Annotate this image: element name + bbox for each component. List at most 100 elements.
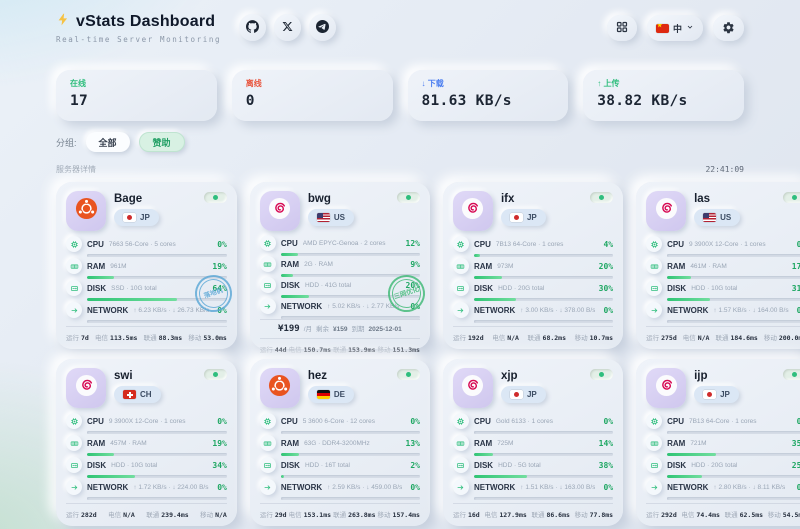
cpu-icon [646, 236, 663, 252]
metric-progress-bar [667, 453, 800, 456]
network-icon [452, 479, 469, 495]
metric-progress-bar [87, 497, 227, 500]
latency-item: 移动 151.3ms [377, 346, 420, 354]
latency-item: 联通 68.2ms [527, 334, 567, 342]
metric-percent: 0% [217, 305, 227, 315]
network-icon [66, 479, 82, 495]
metric-list: CPU 7663 56-Core · 5 cores 0% RAM 961M 1… [66, 235, 227, 324]
server-country-badge: US [694, 209, 741, 226]
server-card[interactable]: las US CPU 9 3900X 12-Core · 1 cores 0% … [636, 182, 800, 349]
layout-grid-button[interactable] [606, 15, 637, 41]
metric-progress-bar [667, 254, 800, 257]
online-dot-icon [599, 195, 605, 200]
ram-icon [66, 435, 82, 451]
group-filter-all[interactable]: 全部 [85, 132, 130, 152]
latency-item: 联通 88.3ms [143, 334, 183, 342]
metric-percent: 25% [791, 460, 800, 470]
metric-detail: ↑ 3.00 KB/s · ↓ 378.00 B/s [520, 306, 596, 314]
metric-label: RAM [87, 438, 106, 448]
github-button[interactable] [239, 14, 267, 41]
metric-list: CPU AMD EPYC-Genoa · 2 cores 12% RAM 2G … [259, 235, 420, 319]
online-dot-icon [599, 372, 605, 377]
latency-item: 电信 N/A [682, 334, 710, 342]
telegram-icon [316, 19, 330, 36]
latency-item: 联通 184.6ms [715, 334, 758, 342]
group-filter-label: 分组: [56, 137, 77, 148]
stat-card-download: ↓ 下载 81.63 KB/s [407, 70, 569, 121]
cpu-icon [66, 236, 82, 252]
metric-row: DISK HDD · 20G total 30% [452, 280, 614, 301]
metric-detail: HDD · 5G total [498, 461, 541, 469]
status-indicator[interactable] [590, 369, 614, 380]
price-amount: ¥199 [278, 324, 300, 334]
language-selector[interactable]: 中 [646, 15, 703, 41]
server-card[interactable]: swi CH CPU 9 3900X 12-Core · 1 cores 0% … [56, 359, 237, 526]
server-card[interactable]: hez DE CPU 5 3600 6-Core · 12 cores 0% R… [249, 359, 430, 526]
status-indicator[interactable] [783, 369, 800, 380]
latency-footer: 运行 7d 电信 113.5ms 联通 88.3ms 移动 53.0ms [66, 326, 227, 342]
server-card[interactable]: ijp JP CPU 7B13 64-Core · 1 cores 0% RAM… [636, 359, 800, 526]
metric-detail: 457M · RAM [110, 439, 147, 447]
cpu-icon [452, 413, 469, 429]
metric-detail: 2G · RAM [304, 260, 333, 268]
metric-row: NETWORK ↑ 1.72 KB/s · ↓ 224.00 B/s 0% [66, 479, 227, 500]
metric-row: NETWORK ↑ 6.23 KB/s · ↓ 26.73 KB/s 0% [66, 302, 227, 323]
metric-progress-bar [280, 431, 420, 434]
latency-item: 联通 239.4ms [146, 511, 189, 519]
settings-button[interactable] [713, 15, 744, 41]
latency-item: 运行 29d [259, 511, 287, 519]
metric-label: CPU [473, 416, 491, 426]
latency-item: 运行 292d [646, 511, 677, 519]
status-indicator[interactable] [203, 369, 227, 380]
metric-progress-bar [667, 298, 800, 301]
server-card[interactable]: bwg US CPU AMD EPYC-Genoa · 2 cores 12% … [249, 182, 430, 354]
metric-detail: 7B13 64-Core · 1 cores [688, 417, 757, 425]
metric-detail: 461M · RAM [690, 262, 727, 270]
group-filter-sponsor[interactable]: 赞助 [138, 132, 185, 152]
network-icon [259, 479, 276, 495]
metric-detail: HDD · 16T total [304, 461, 351, 469]
metric-label: DISK [667, 460, 687, 470]
metric-label: DISK [87, 283, 107, 293]
metric-row: RAM 725M 14% [452, 435, 614, 456]
country-code: CH [140, 390, 152, 399]
metric-detail: HDD · 20G total [498, 284, 545, 292]
server-country-badge: US [307, 209, 354, 226]
metric-label: RAM [473, 261, 493, 271]
metric-row: RAM 457M · RAM 19% [66, 435, 227, 456]
status-indicator[interactable] [396, 192, 420, 203]
metric-row: CPU 9 3900X 12-Core · 1 cores 0% [66, 413, 227, 434]
metric-progress-bar [280, 453, 420, 456]
status-indicator[interactable] [590, 192, 614, 203]
metric-row: CPU 9 3900X 12-Core · 1 cores 0% [646, 236, 800, 257]
latency-item: 电信 153.1ms [288, 511, 332, 519]
metric-progress-bar [87, 475, 227, 478]
metric-progress-bar [87, 298, 227, 301]
status-indicator[interactable] [783, 192, 800, 203]
server-card[interactable]: ifx JP CPU 7B13 64-Core · 1 cores 4% RAM… [442, 182, 624, 349]
status-indicator[interactable] [203, 192, 227, 203]
ram-icon [646, 435, 663, 451]
server-card[interactable]: Bage JP CPU 7663 56-Core · 5 cores 0% RA… [56, 182, 237, 349]
server-name: bwg [307, 193, 331, 205]
disk-icon [452, 280, 469, 296]
x-twitter-button[interactable] [274, 14, 302, 41]
x-twitter-icon [282, 20, 293, 35]
stat-value: 81.63 KB/s [421, 93, 512, 109]
latency-item: 运行 7d [66, 334, 89, 342]
metric-label: RAM [667, 438, 686, 448]
metric-label: CPU [87, 239, 104, 249]
metric-label: DISK [87, 460, 107, 470]
status-indicator[interactable] [396, 369, 420, 380]
server-card[interactable]: xjp JP CPU Gold 6133 · 1 cores 0% RAM 72… [442, 359, 624, 526]
metric-label: NETWORK [473, 482, 516, 492]
metric-percent: 12% [405, 238, 420, 248]
metric-percent: 19% [212, 261, 227, 271]
latency-item: 电信 127.9ms [484, 511, 527, 519]
metric-progress-bar [87, 320, 227, 323]
telegram-button[interactable] [309, 14, 337, 41]
metric-row: CPU 7B13 64-Core · 1 cores 0% [646, 413, 800, 434]
